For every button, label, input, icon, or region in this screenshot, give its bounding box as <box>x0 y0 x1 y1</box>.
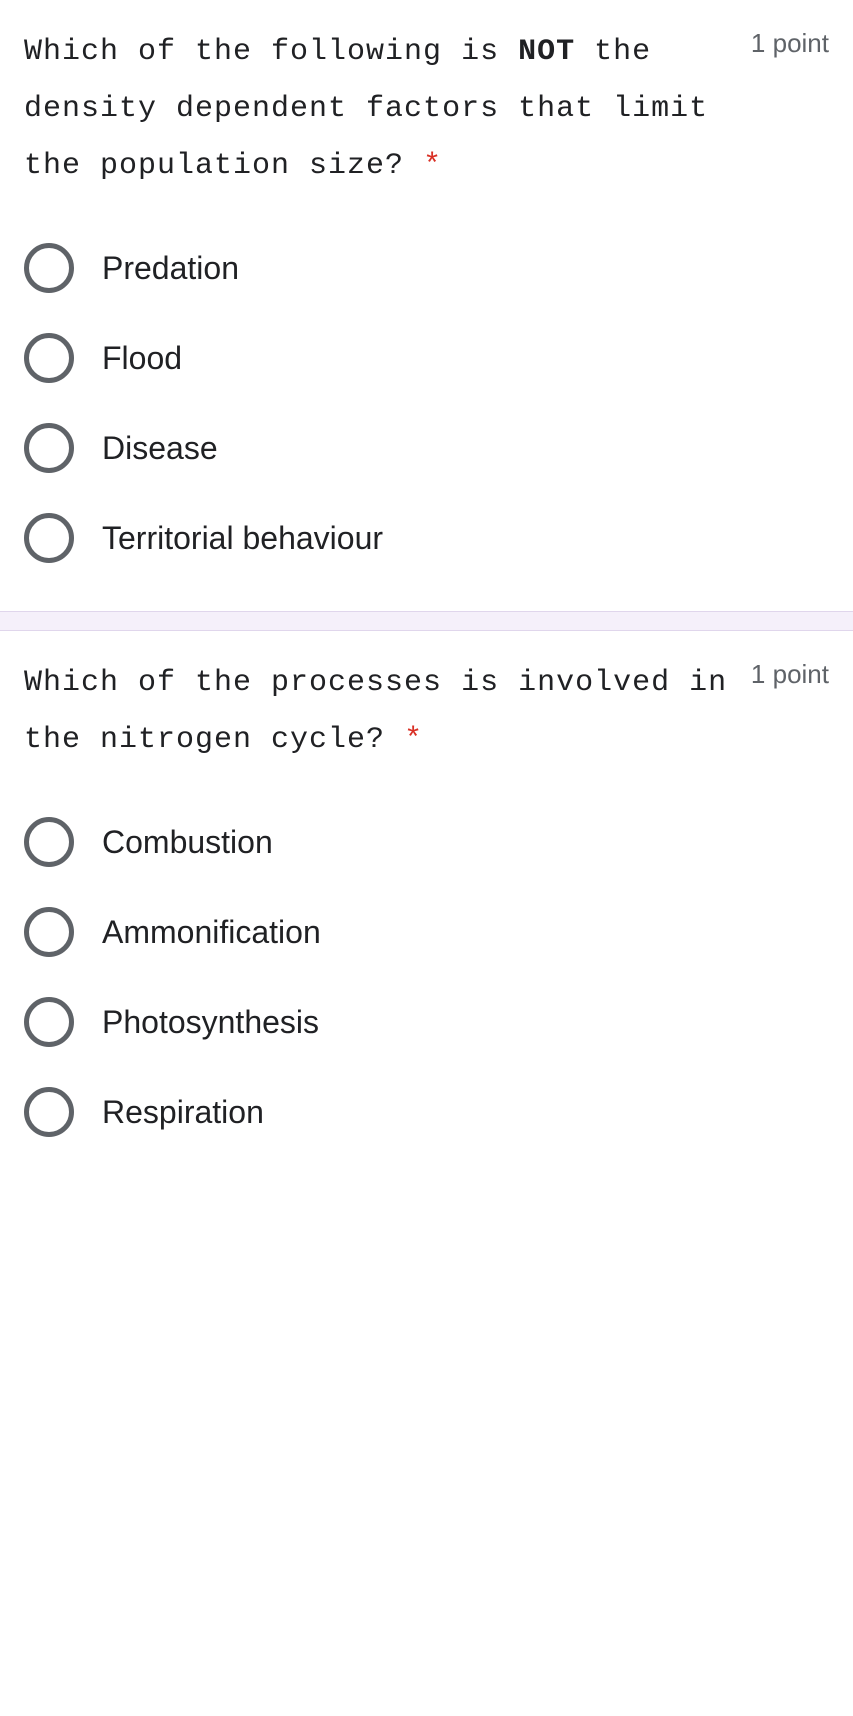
option-label: Respiration <box>102 1094 264 1131</box>
option-label: Disease <box>102 430 218 467</box>
points-label: 1 point <box>751 655 829 690</box>
prompt-pre: Which of the following is <box>24 35 518 69</box>
question-prompt: Which of the processes is involved in th… <box>24 655 739 769</box>
option-predation[interactable]: Predation <box>24 243 829 293</box>
option-label: Predation <box>102 250 239 287</box>
question-card: Which of the following is NOT the densit… <box>0 0 853 611</box>
option-label: Combustion <box>102 824 273 861</box>
options-group: Predation Flood Disease Territorial beha… <box>24 243 829 563</box>
required-star: * <box>385 723 423 757</box>
option-photosynthesis[interactable]: Photosynthesis <box>24 997 829 1047</box>
radio-icon <box>24 423 74 473</box>
prompt-bold: NOT <box>518 35 575 69</box>
question-header: Which of the processes is involved in th… <box>24 655 829 769</box>
option-flood[interactable]: Flood <box>24 333 829 383</box>
options-group: Combustion Ammonification Photosynthesis… <box>24 817 829 1137</box>
option-label: Photosynthesis <box>102 1004 319 1041</box>
option-ammonification[interactable]: Ammonification <box>24 907 829 957</box>
radio-icon <box>24 243 74 293</box>
question-prompt: Which of the following is NOT the densit… <box>24 24 739 195</box>
option-label: Ammonification <box>102 914 321 951</box>
required-star: * <box>404 149 442 183</box>
question-card: Which of the processes is involved in th… <box>0 631 853 1185</box>
option-respiration[interactable]: Respiration <box>24 1087 829 1137</box>
question-header: Which of the following is NOT the densit… <box>24 24 829 195</box>
radio-icon <box>24 907 74 957</box>
radio-icon <box>24 1087 74 1137</box>
prompt-pre: Which of the processes is involved in th… <box>24 666 727 757</box>
radio-icon <box>24 333 74 383</box>
radio-icon <box>24 513 74 563</box>
option-label: Flood <box>102 340 182 377</box>
card-divider <box>0 611 853 631</box>
option-label: Territorial behaviour <box>102 520 383 557</box>
option-combustion[interactable]: Combustion <box>24 817 829 867</box>
option-disease[interactable]: Disease <box>24 423 829 473</box>
points-label: 1 point <box>751 24 829 59</box>
radio-icon <box>24 817 74 867</box>
option-territorial-behaviour[interactable]: Territorial behaviour <box>24 513 829 563</box>
radio-icon <box>24 997 74 1047</box>
